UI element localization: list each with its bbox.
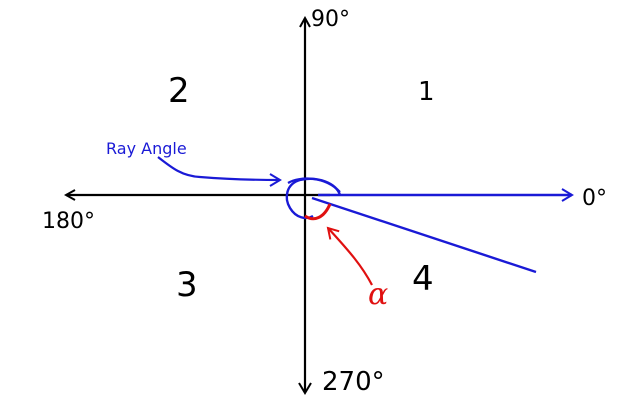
quadrant-4-label: 4 [412, 259, 434, 299]
ray-angle-arc-top [287, 177, 341, 193]
label-90: 90° [311, 7, 350, 32]
quadrant-2-label: 2 [168, 71, 190, 111]
quadrant-3-label: 3 [176, 265, 198, 305]
ray-angle-pointer-arrow [157, 156, 282, 187]
label-270: 270° [322, 367, 385, 397]
ray-line [311, 196, 537, 274]
alpha-pointer-arrow [326, 226, 373, 286]
ray-angle-label: Ray Angle [106, 139, 187, 158]
quadrant-1-label: 1 [418, 77, 435, 107]
alpha-arc [304, 203, 332, 221]
alpha-label: α [368, 277, 388, 312]
label-0: 0° [582, 186, 607, 211]
vertical-axis-down-arrow [298, 382, 312, 395]
label-180: 180° [42, 209, 95, 234]
